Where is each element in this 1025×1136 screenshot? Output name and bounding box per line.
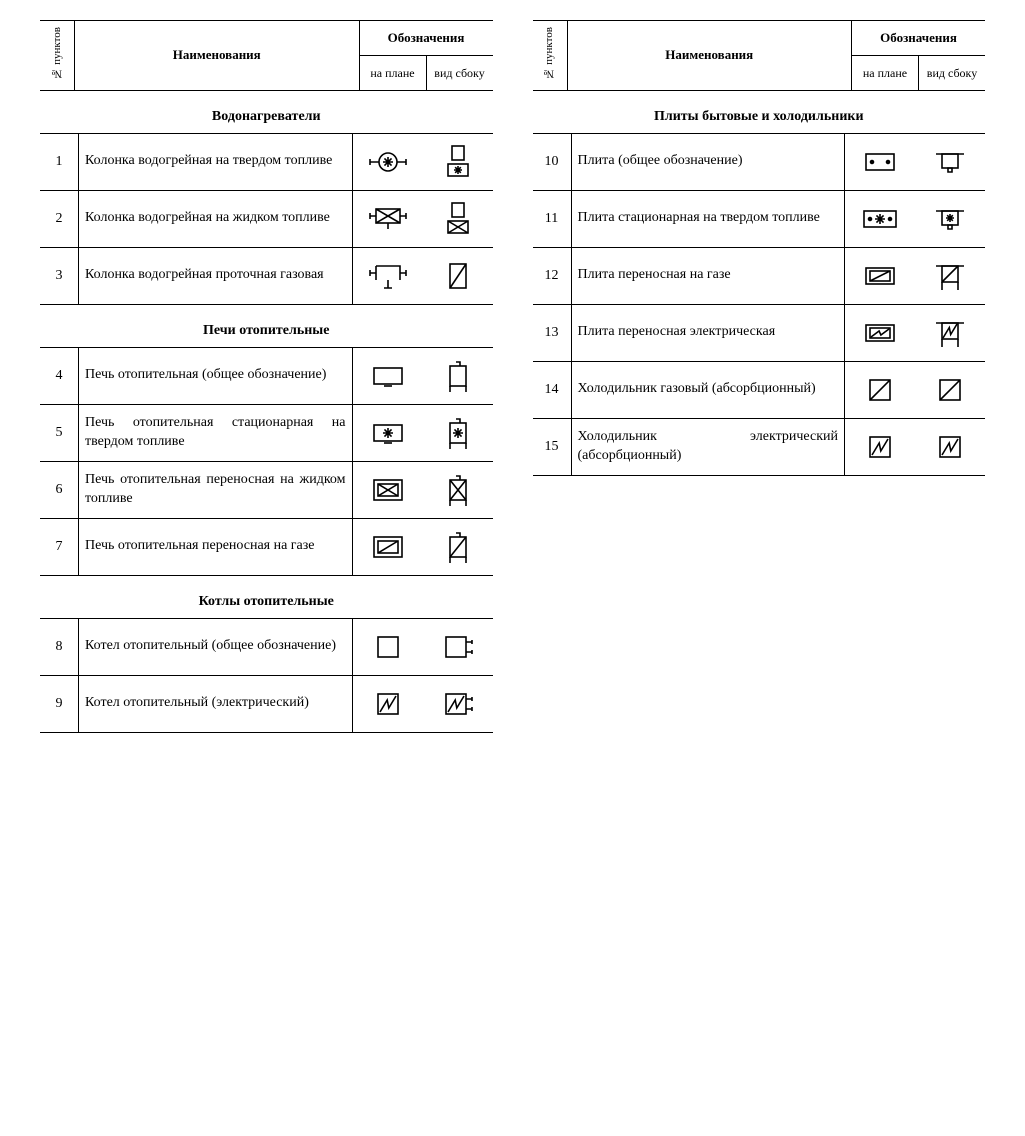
side-symbol — [423, 461, 493, 518]
side-symbol — [423, 404, 493, 461]
row-name: Колонка водогрейная проточная газовая — [79, 247, 353, 304]
row-num: 6 — [40, 461, 79, 518]
side-symbol — [915, 361, 985, 418]
section-title: Плиты бытовые и холодильники — [533, 109, 986, 125]
table-row: 10Плита (общее обозначение) — [533, 133, 986, 190]
header-table: № пунктовНаименованияОбозначенияна плане… — [533, 20, 986, 91]
page: № пунктовНаименованияОбозначенияна плане… — [40, 20, 985, 737]
row-name: Колонка водогрейная на твердом топливе — [79, 133, 353, 190]
header-plan: на плане — [852, 56, 919, 90]
table-row: 13Плита переносная электрическая — [533, 304, 986, 361]
side-symbol — [423, 133, 493, 190]
header-group: Обозначения — [852, 21, 986, 56]
table-row: 7Печь отопительная переносная на газе — [40, 518, 493, 575]
header-name: Наименования — [75, 21, 360, 91]
side-symbol — [423, 347, 493, 404]
plan-symbol — [845, 361, 916, 418]
row-num: 1 — [40, 133, 79, 190]
plan-symbol — [352, 675, 423, 732]
section-table: 1Колонка водогрейная на твердом топливе2… — [40, 133, 493, 305]
header-group: Обозначения — [359, 21, 493, 56]
row-num: 4 — [40, 347, 79, 404]
section-table: 10Плита (общее обозначение)11Плита стаци… — [533, 133, 986, 476]
side-symbol — [915, 247, 985, 304]
side-symbol — [423, 675, 493, 732]
table-row: 2Колонка водогрейная на жидком топливе — [40, 190, 493, 247]
plan-symbol — [352, 404, 423, 461]
row-num: 5 — [40, 404, 79, 461]
row-name: Плита переносная электрическая — [571, 304, 845, 361]
side-symbol — [423, 190, 493, 247]
plan-symbol — [845, 133, 916, 190]
header-side: вид сбоку — [919, 56, 986, 90]
row-num: 14 — [533, 361, 572, 418]
plan-symbol — [352, 461, 423, 518]
header-name: Наименования — [567, 21, 852, 91]
header-num: № пунктов — [40, 21, 75, 91]
row-name: Холодильник электрический (абсорбционный… — [571, 418, 845, 475]
plan-symbol — [845, 304, 916, 361]
left-column: № пунктовНаименованияОбозначенияна плане… — [40, 20, 493, 737]
row-name: Печь отопительная стационарная на твердо… — [79, 404, 353, 461]
table-row: 14Холодильник газовый (абсорбционный) — [533, 361, 986, 418]
row-name: Плита стационарная на твердом топливе — [571, 190, 845, 247]
header-side: вид сбоку — [426, 56, 493, 90]
row-name: Плита переносная на газе — [571, 247, 845, 304]
plan-symbol — [352, 133, 423, 190]
header-table: № пунктовНаименованияОбозначенияна плане… — [40, 20, 493, 91]
side-symbol — [423, 518, 493, 575]
row-num: 13 — [533, 304, 572, 361]
side-symbol — [915, 418, 985, 475]
table-row: 4Печь отопительная (общее обозначение) — [40, 347, 493, 404]
plan-symbol — [845, 247, 916, 304]
plan-symbol — [352, 247, 423, 304]
row-name: Печь отопительная (общее обозначение) — [79, 347, 353, 404]
section-title: Котлы отопительные — [40, 594, 493, 610]
table-row: 9Котел отопительный (электрический) — [40, 675, 493, 732]
row-name: Плита (общее обозначение) — [571, 133, 845, 190]
row-name: Печь отопительная переносная на газе — [79, 518, 353, 575]
plan-symbol — [845, 190, 916, 247]
row-name: Котел отопительный (общее обозначение) — [79, 618, 353, 675]
plan-symbol — [352, 190, 423, 247]
row-name: Котел отопительный (электрический) — [79, 675, 353, 732]
row-name: Колонка водогрейная на жидком топливе — [79, 190, 353, 247]
side-symbol — [915, 304, 985, 361]
table-row: 3Колонка водогрейная проточная газовая — [40, 247, 493, 304]
side-symbol — [915, 133, 985, 190]
section-title: Водонагреватели — [40, 109, 493, 125]
row-num: 3 — [40, 247, 79, 304]
table-row: 5Печь отопительная стационарная на тверд… — [40, 404, 493, 461]
row-name: Печь отопительная переносная на жидком т… — [79, 461, 353, 518]
table-row: 12Плита переносная на газе — [533, 247, 986, 304]
row-num: 15 — [533, 418, 572, 475]
table-row: 8Котел отопительный (общее обозначение) — [40, 618, 493, 675]
plan-symbol — [352, 518, 423, 575]
plan-symbol — [352, 347, 423, 404]
row-num: 2 — [40, 190, 79, 247]
table-row: 6Печь отопительная переносная на жидком … — [40, 461, 493, 518]
row-num: 11 — [533, 190, 572, 247]
row-num: 7 — [40, 518, 79, 575]
section-table: 8Котел отопительный (общее обозначение)9… — [40, 618, 493, 733]
side-symbol — [423, 247, 493, 304]
header-num: № пунктов — [533, 21, 568, 91]
table-row: 1Колонка водогрейная на твердом топливе — [40, 133, 493, 190]
right-column: № пунктовНаименованияОбозначенияна плане… — [533, 20, 986, 737]
row-num: 12 — [533, 247, 572, 304]
table-row: 15Холодильник электрический (абсорбционн… — [533, 418, 986, 475]
section-table: 4Печь отопительная (общее обозначение)5П… — [40, 347, 493, 576]
plan-symbol — [845, 418, 916, 475]
side-symbol — [423, 618, 493, 675]
row-num: 9 — [40, 675, 79, 732]
side-symbol — [915, 190, 985, 247]
header-plan: на плане — [359, 56, 426, 90]
row-name: Холодильник газовый (абсорбционный) — [571, 361, 845, 418]
table-row: 11Плита стационарная на твердом топливе — [533, 190, 986, 247]
section-title: Печи отопительные — [40, 323, 493, 339]
plan-symbol — [352, 618, 423, 675]
row-num: 10 — [533, 133, 572, 190]
row-num: 8 — [40, 618, 79, 675]
